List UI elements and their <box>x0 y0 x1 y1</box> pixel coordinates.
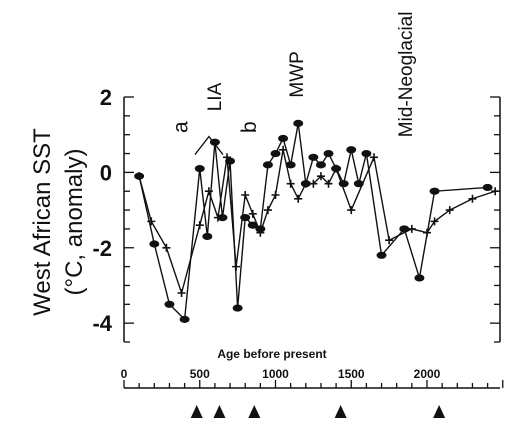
data-point <box>482 183 493 192</box>
data-point <box>256 228 265 237</box>
annotation-lia: LIA <box>205 82 226 111</box>
data-point <box>213 213 222 222</box>
arrow-marker <box>190 405 203 418</box>
data-point <box>414 274 425 282</box>
annotation-mwp: MWP <box>287 51 308 97</box>
data-point <box>232 304 243 312</box>
series-plus <box>135 145 500 297</box>
data-point <box>179 315 190 323</box>
x-tick-label: 1500 <box>338 367 365 381</box>
series-line-plus <box>138 149 496 296</box>
data-point <box>232 262 241 271</box>
y-tick-label: -4 <box>92 311 112 336</box>
x-axis: 0 500 1000 1500 2000 <box>121 367 504 389</box>
arrow-markers <box>190 405 446 418</box>
data-point <box>279 145 288 154</box>
data-point <box>248 209 257 218</box>
data-point <box>491 187 500 196</box>
data-point <box>270 149 281 158</box>
series-line-ellipse <box>138 123 488 321</box>
annotation-b: b <box>238 121 261 133</box>
x-tick-label: 0 <box>121 367 128 381</box>
data-point <box>308 153 319 161</box>
data-point <box>347 206 356 215</box>
x-tick-label: 2000 <box>414 367 441 381</box>
data-point <box>468 194 477 203</box>
data-point <box>149 240 160 248</box>
y-ticks: 2 0 -2 -4 <box>92 85 112 336</box>
data-point <box>407 224 416 233</box>
data-point <box>263 206 272 215</box>
x-axis-label: Age before present <box>217 347 326 361</box>
lia-bracket <box>194 135 224 155</box>
plot-frame <box>123 96 501 343</box>
data-point <box>241 191 250 199</box>
x-tick-label: 500 <box>190 367 210 381</box>
data-point <box>324 179 333 188</box>
data-point <box>346 146 357 154</box>
data-point <box>262 161 273 169</box>
data-point <box>361 149 372 158</box>
data-point <box>309 179 318 188</box>
data-point <box>429 187 440 195</box>
data-point <box>209 138 220 146</box>
annotations: LIA a b MWP Mid-Neoglacial <box>170 12 417 155</box>
data-point <box>247 221 258 229</box>
data-point <box>162 243 171 252</box>
data-point <box>223 153 232 162</box>
y-tick-label: 0 <box>100 160 112 185</box>
y-axis-label-line2: (°C, anomaly) <box>61 149 88 296</box>
data-point <box>271 191 280 199</box>
data-point <box>315 161 326 169</box>
data-point <box>332 164 341 173</box>
data-point <box>316 172 325 181</box>
data-point <box>301 179 310 188</box>
data-point <box>323 149 334 158</box>
data-point <box>194 165 205 173</box>
y-axis-label-line1: West African SST <box>29 128 56 316</box>
arrow-marker <box>248 405 261 418</box>
data-point <box>369 153 378 162</box>
data-point <box>217 214 228 222</box>
data-point <box>135 172 144 181</box>
data-point <box>204 187 213 196</box>
series-group <box>134 119 500 323</box>
y-axis-label: West African SST (°C, anomaly) <box>29 128 88 316</box>
data-point <box>445 206 454 215</box>
series-ellipse <box>134 119 493 323</box>
data-point <box>423 228 431 237</box>
data-point <box>202 232 213 241</box>
data-point <box>147 217 156 226</box>
data-point <box>286 179 295 188</box>
data-point <box>294 194 303 203</box>
data-point <box>293 119 304 127</box>
y-tick-label: 2 <box>100 85 112 110</box>
arrow-marker <box>213 405 226 418</box>
annotation-mid-neoglacial: Mid-Neoglacial <box>396 12 417 138</box>
y-tick-label: -2 <box>92 236 112 261</box>
data-point <box>177 289 186 297</box>
data-point <box>195 221 204 230</box>
x-tick-label: 1000 <box>262 367 289 381</box>
arrow-marker <box>433 405 446 418</box>
arrow-marker <box>334 405 347 418</box>
data-point <box>376 251 387 259</box>
data-point <box>430 217 439 226</box>
data-point <box>164 300 175 308</box>
data-point <box>285 161 296 169</box>
annotation-a: a <box>170 121 193 133</box>
data-point <box>385 236 394 245</box>
data-point <box>278 134 289 143</box>
